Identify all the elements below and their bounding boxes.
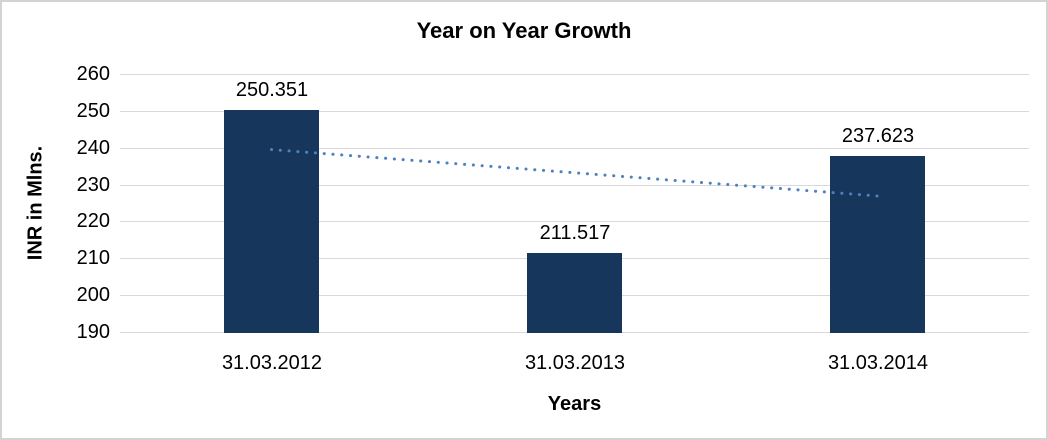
y-tick-label: 230 [76,174,110,196]
category-label: 31.03.2012 [221,352,323,374]
y-tick-label: 240 [76,137,110,159]
y-tick-label: 260 [76,63,110,85]
x-axis-title: Years [547,393,602,415]
y-tick-label: 210 [76,247,110,269]
bar-value-label: 211.517 [539,222,611,244]
trendline [270,148,879,198]
y-axis-title: INR in Mlns. [24,145,47,261]
y-tick-label: 190 [76,321,110,343]
bar [830,156,925,333]
category-label: 31.03.2013 [524,352,626,374]
y-tick-label: 250 [76,100,110,122]
y-gridline [120,111,1029,112]
bar [224,110,319,333]
y-gridline [120,221,1029,222]
bar-value-label: 250.351 [235,79,309,101]
y-gridline [120,74,1029,75]
bar [527,253,622,333]
chart-title: Year on Year Growth [416,18,632,43]
y-tick-label: 220 [76,210,110,232]
bar-value-label: 237.623 [841,125,915,147]
category-label: 31.03.2014 [827,352,929,374]
y-tick-label: 200 [76,284,110,306]
